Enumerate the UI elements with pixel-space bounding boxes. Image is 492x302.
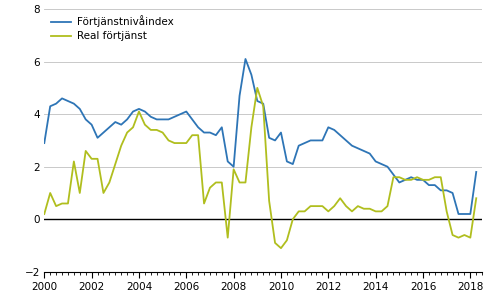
Real förtjänst [41, 212, 47, 216]
Real förtjänst [444, 210, 450, 213]
Förtjänstnivåindex [136, 107, 142, 111]
Real förtjänst [473, 196, 479, 200]
Förtjänstnivåindex [456, 212, 461, 216]
Förtjänstnivåindex [243, 57, 248, 61]
Förtjänstnivåindex [473, 170, 479, 174]
Legend: Förtjänstnivåindex, Real förtjänst: Förtjänstnivåindex, Real förtjänst [47, 12, 177, 44]
Förtjänstnivåindex [41, 141, 47, 145]
Förtjänstnivåindex [184, 110, 189, 113]
Real förtjänst [184, 141, 189, 145]
Real förtjänst [278, 246, 284, 250]
Line: Förtjänstnivåindex: Förtjänstnivåindex [44, 59, 476, 214]
Real förtjänst [130, 126, 136, 129]
Förtjänstnivåindex [290, 162, 296, 166]
Förtjänstnivåindex [130, 110, 136, 113]
Real förtjänst [290, 217, 296, 221]
Förtjänstnivåindex [284, 160, 290, 163]
Real förtjänst [296, 210, 302, 213]
Real förtjänst [254, 86, 260, 90]
Real förtjänst [136, 110, 142, 113]
Förtjänstnivåindex [438, 188, 444, 192]
Line: Real förtjänst: Real förtjänst [44, 88, 476, 248]
